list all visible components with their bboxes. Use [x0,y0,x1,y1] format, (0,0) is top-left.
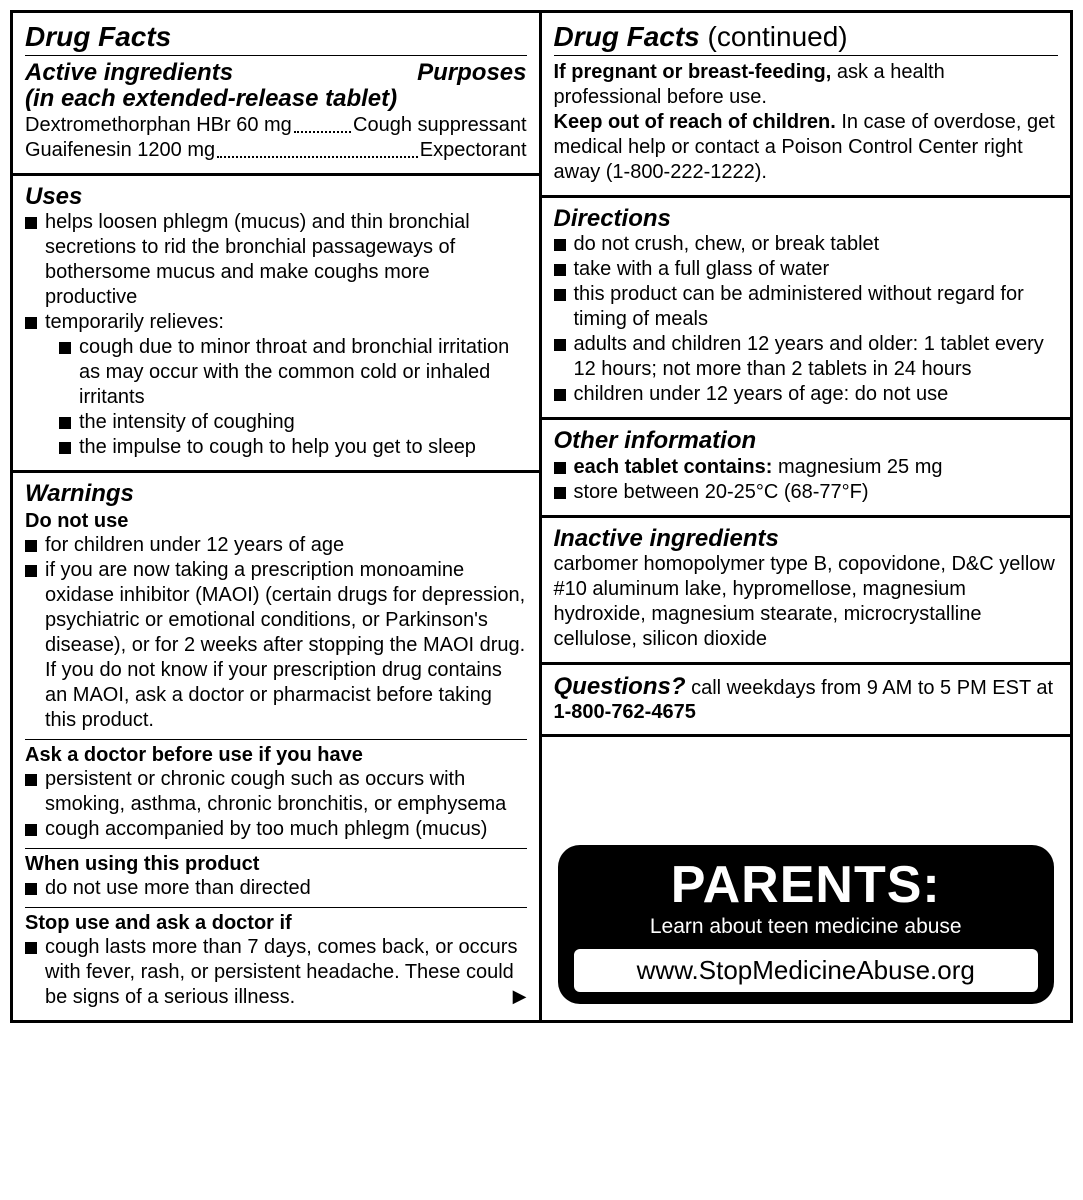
donotuse-list: for children under 12 years of age if yo… [25,533,527,733]
list-item: adults and children 12 years and older: … [554,332,1059,382]
uses-list: helps loosen phlegm (mucus) and thin bro… [25,210,527,460]
list-item: cough accompanied by too much phlegm (mu… [25,817,527,842]
whenusing-list: do not use more than directed [25,876,527,901]
inactive-panel: Inactive ingredients carbomer homopolyme… [542,518,1071,665]
list-item: for children under 12 years of age [25,533,527,558]
ingredient-name: Guaifenesin 1200 mg [25,138,215,163]
leader-dots [217,138,418,158]
questions-panel: Questions? call weekdays from 9 AM to 5 … [542,665,1071,737]
spacer [542,737,1071,804]
uses-panel: Uses helps loosen phlegm (mucus) and thi… [13,176,539,473]
right-column: Drug Facts (continued) If pregnant or br… [542,13,1071,1020]
askdoctor-list: persistent or chronic cough such as occu… [25,767,527,842]
stopuse-list: cough lasts more than 7 days, comes back… [25,935,527,1010]
list-item: persistent or chronic cough such as occu… [25,767,527,817]
otherinfo-list: each tablet contains: magnesium 25 mg st… [554,455,1059,505]
list-item: if you are now taking a prescription mon… [25,558,527,733]
active-heading: Active ingredients [25,60,233,86]
parents-subtitle: Learn about teen medicine abuse [574,915,1039,939]
directions-list: do not crush, chew, or break tablet take… [554,232,1059,407]
ingredient-row-1: Guaifenesin 1200 mg Expectorant [25,138,527,163]
ingredient-purpose: Expectorant [420,138,527,163]
active-subheading: (in each extended-release tablet) [25,86,527,112]
parents-callout: PARENTS: Learn about teen medicine abuse… [558,845,1055,1004]
uses-item: helps loosen phlegm (mucus) and thin bro… [25,210,527,310]
uses-item: temporarily relieves: cough due to minor… [25,310,527,460]
donotuse-heading: Do not use [25,510,527,533]
directions-heading: Directions [554,206,1059,232]
inactive-heading: Inactive ingredients [554,526,1059,552]
list-item: do not use more than directed [25,876,527,901]
parents-title: PARENTS: [574,859,1039,911]
pregnancy-warning: If pregnant or breast-feeding, ask a hea… [554,60,1059,110]
title-left: Drug Facts [25,21,171,52]
uses-subitem: the impulse to cough to help you get to … [59,435,527,460]
list-item: children under 12 years of age: do not u… [554,382,1059,407]
whenusing-heading: When using this product [25,853,527,876]
continued-panel: Drug Facts (continued) If pregnant or br… [542,13,1071,198]
directions-panel: Directions do not crush, chew, or break … [542,198,1071,420]
warnings-heading: Warnings [25,481,527,507]
left-column: Drug Facts Active ingredients Purposes (… [13,13,542,1020]
ingredient-name: Dextromethorphan HBr 60 mg [25,113,292,138]
questions-text: Questions? call weekdays from 9 AM to 5 … [554,673,1059,724]
other-info-panel: Other information each tablet contains: … [542,420,1071,517]
list-item: this product can be administered without… [554,282,1059,332]
ingredient-row-0: Dextromethorphan HBr 60 mg Cough suppres… [25,113,527,138]
list-item: do not crush, chew, or break tablet [554,232,1059,257]
ingredient-purpose: Cough suppressant [353,113,526,138]
leader-dots [294,113,351,133]
list-item: each tablet contains: magnesium 25 mg [554,455,1059,480]
list-item: cough lasts more than 7 days, comes back… [25,935,527,1010]
stopuse-heading: Stop use and ask a doctor if [25,912,527,935]
purposes-heading: Purposes [417,60,526,86]
uses-subitem: the intensity of coughing [59,410,527,435]
title-right: Drug Facts (continued) [554,21,848,52]
active-ingredients-panel: Drug Facts Active ingredients Purposes (… [13,13,539,176]
list-item: take with a full glass of water [554,257,1059,282]
parents-url: www.StopMedicineAbuse.org [574,949,1039,992]
uses-subitem: cough due to minor throat and bronchial … [59,335,527,410]
otherinfo-heading: Other information [554,428,1059,454]
warnings-panel: Warnings Do not use for children under 1… [13,473,539,1019]
continue-arrow-icon: ▶ [513,985,527,1008]
inactive-text: carbomer homopolymer type B, copovidone,… [554,552,1059,652]
uses-heading: Uses [25,184,527,210]
drug-facts-panel: Drug Facts Active ingredients Purposes (… [10,10,1073,1023]
keepout-warning: Keep out of reach of children. In case o… [554,110,1059,185]
askdoctor-heading: Ask a doctor before use if you have [25,744,527,767]
list-item: store between 20-25°C (68-77°F) [554,480,1059,505]
